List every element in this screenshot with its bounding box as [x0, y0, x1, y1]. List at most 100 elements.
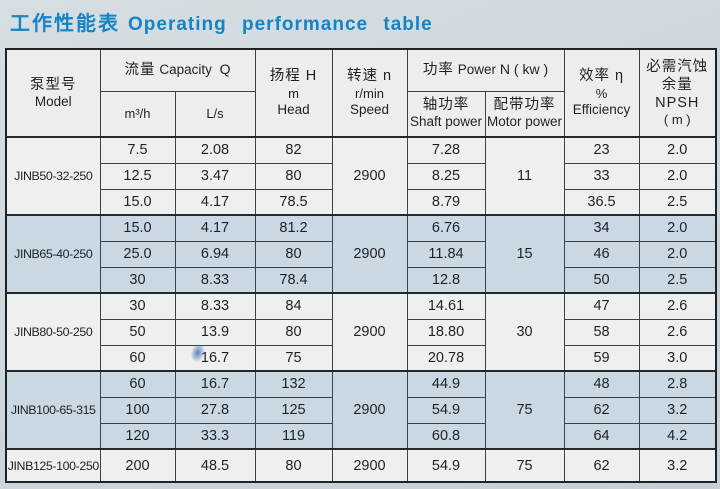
page-title: 工作性能表 Operating performance table: [10, 7, 433, 36]
capacity-ls-cell: 33.3: [174, 422, 256, 450]
speed-cell: 2900: [331, 370, 408, 450]
table-row: 30 8.33 78.4 12.8 50 2.5: [6, 266, 717, 294]
table-row: 60 16.7 75 20.78 59 3.0: [6, 344, 717, 372]
shaft-power-cell: 20.78: [406, 344, 486, 372]
motor-power-cell: 30: [484, 292, 565, 372]
shaft-power-cell: 6.76: [406, 214, 486, 242]
efficiency-cell: 58: [563, 318, 640, 346]
capacity-ls-cell: 8.33: [174, 292, 256, 320]
head-cell: 119: [254, 422, 333, 450]
col-header-efficiency-zh: 效率 η: [578, 68, 625, 85]
col-header-shaft-power: 轴功率 Shaft power: [406, 90, 486, 138]
motor-power-cell: 15: [484, 214, 565, 294]
col-header-shaft-en: Shaft power: [409, 114, 483, 130]
col-header-efficiency: 效率 η % Efficiency: [563, 48, 640, 138]
performance-table: 泵型号 Model 流量 Capacity Q 扬程 H m Head 转速 n…: [5, 48, 718, 483]
capacity-ls-cell: 8.33: [174, 266, 256, 294]
col-header-power-en: Power: [457, 62, 497, 78]
col-header-capacity: 流量 Capacity Q: [99, 48, 256, 92]
capacity-ls-cell: 13.9: [174, 318, 256, 346]
speed-cell: 2900: [331, 292, 408, 372]
head-cell: 132: [254, 370, 333, 398]
capacity-ls-cell: 4.17: [174, 188, 256, 216]
motor-power-cell: 75: [484, 448, 565, 483]
col-header-npsh-zh1: 必需汽蚀: [646, 58, 709, 75]
efficiency-cell: 46: [563, 240, 640, 268]
col-header-m3h-label: m³/h: [124, 106, 151, 121]
table-row: 25.0 6.94 80 11.84 46 2.0: [6, 240, 717, 268]
head-cell: 80: [254, 448, 333, 483]
shaft-power-cell: 8.25: [406, 162, 486, 190]
model-cell: JINB125-100-250: [5, 448, 101, 483]
efficiency-cell: 48: [563, 370, 640, 398]
col-header-motor-en: Motor power: [486, 114, 563, 130]
speed-cell: 2900: [331, 136, 408, 216]
table-row: JINB125-100-250 200 48.5 80 2900 54.9 75 62 3.2: [5, 448, 717, 483]
shaft-power-cell: 8.79: [406, 188, 486, 216]
efficiency-cell: 33: [563, 162, 640, 190]
efficiency-cell: 64: [563, 422, 640, 450]
npsh-cell: 2.6: [638, 292, 717, 320]
col-header-speed-unit: r/min: [355, 85, 384, 101]
col-header-speed-en: Speed: [349, 101, 390, 117]
capacity-m3h-cell: 60: [99, 344, 176, 372]
col-header-power: 功率 Power N ( kw ): [406, 48, 565, 92]
col-header-m3h: m³/h: [99, 90, 176, 138]
col-header-capacity-en: Capacity: [159, 62, 212, 78]
capacity-m3h-cell: 30: [99, 266, 176, 294]
npsh-cell: 3.2: [638, 396, 717, 424]
table-row: 12.5 3.47 80 8.25 33 2.0: [6, 162, 717, 190]
col-header-model-en: Model: [34, 93, 72, 109]
npsh-cell: 3.0: [638, 344, 717, 372]
col-header-efficiency-en: Efficiency: [572, 101, 631, 117]
col-header-head-zh: 扬程 H: [269, 68, 318, 85]
col-header-npsh: 必需汽蚀 余量 NPSH ( m ): [638, 48, 717, 138]
npsh-cell: 2.0: [638, 240, 717, 268]
capacity-m3h-cell: 15.0: [99, 188, 176, 216]
page-title-en: Operating performance table: [128, 14, 433, 35]
shaft-power-cell: 14.61: [406, 292, 486, 320]
col-header-model: 泵型号 Model: [5, 48, 101, 138]
npsh-cell: 2.5: [638, 266, 717, 294]
efficiency-cell: 23: [563, 136, 640, 164]
head-cell: 78.4: [254, 266, 333, 294]
head-cell: 125: [254, 396, 333, 424]
model-cell: JINB65-40-250: [5, 214, 101, 294]
col-header-speed-zh: 转速 n: [346, 68, 393, 85]
efficiency-cell: 62: [563, 448, 640, 483]
head-cell: 80: [254, 318, 333, 346]
table-row: 50 13.9 80 18.80 58 2.6: [6, 318, 717, 346]
capacity-ls-cell: 16.7: [174, 370, 256, 398]
col-header-model-zh: 泵型号: [30, 76, 77, 93]
efficiency-cell: 34: [563, 214, 640, 242]
col-header-power-symbol: N ( kw ): [499, 61, 549, 78]
shaft-power-cell: 7.28: [406, 136, 486, 164]
npsh-cell: 4.2: [638, 422, 717, 450]
table-row: 100 27.8 125 54.9 62 3.2: [6, 396, 717, 424]
capacity-ls-cell: 6.94: [174, 240, 256, 268]
capacity-m3h-cell: 50: [99, 318, 176, 346]
table-row: JINB80-50-250 30 8.33 84 2900 14.61 30 47 2.6: [5, 292, 717, 372]
npsh-cell: 2.0: [638, 214, 717, 242]
npsh-cell: 2.6: [638, 318, 717, 346]
table-row: JINB65-40-250 15.0 4.17 81.2 2900 6.76 15 34 2.0: [5, 214, 717, 294]
efficiency-cell: 36.5: [563, 188, 640, 216]
capacity-m3h-cell: 120: [99, 422, 176, 450]
capacity-ls-cell: 4.17: [174, 214, 256, 242]
col-header-shaft-zh: 轴功率: [422, 97, 470, 114]
capacity-m3h-cell: 12.5: [99, 162, 176, 190]
model-cell: JINB50-32-250: [5, 136, 101, 216]
performance-table-body: JINB50-32-250 7.5 2.08 82 2900 7.28 11 23 2.0 12.…: [5, 136, 717, 483]
capacity-m3h-cell: 7.5: [99, 136, 176, 164]
page-title-zh: 工作性能表: [10, 13, 120, 35]
model-cell: JINB100-65-315: [5, 370, 101, 450]
head-cell: 81.2: [254, 214, 333, 242]
head-cell: 82: [254, 136, 333, 164]
capacity-m3h-cell: 100: [99, 396, 176, 424]
capacity-m3h-cell: 30: [99, 292, 176, 320]
shaft-power-cell: 54.9: [406, 396, 486, 424]
efficiency-cell: 47: [563, 292, 640, 320]
capacity-ls-cell: 48.5: [174, 448, 256, 483]
col-header-capacity-zh: 流量: [124, 62, 156, 79]
